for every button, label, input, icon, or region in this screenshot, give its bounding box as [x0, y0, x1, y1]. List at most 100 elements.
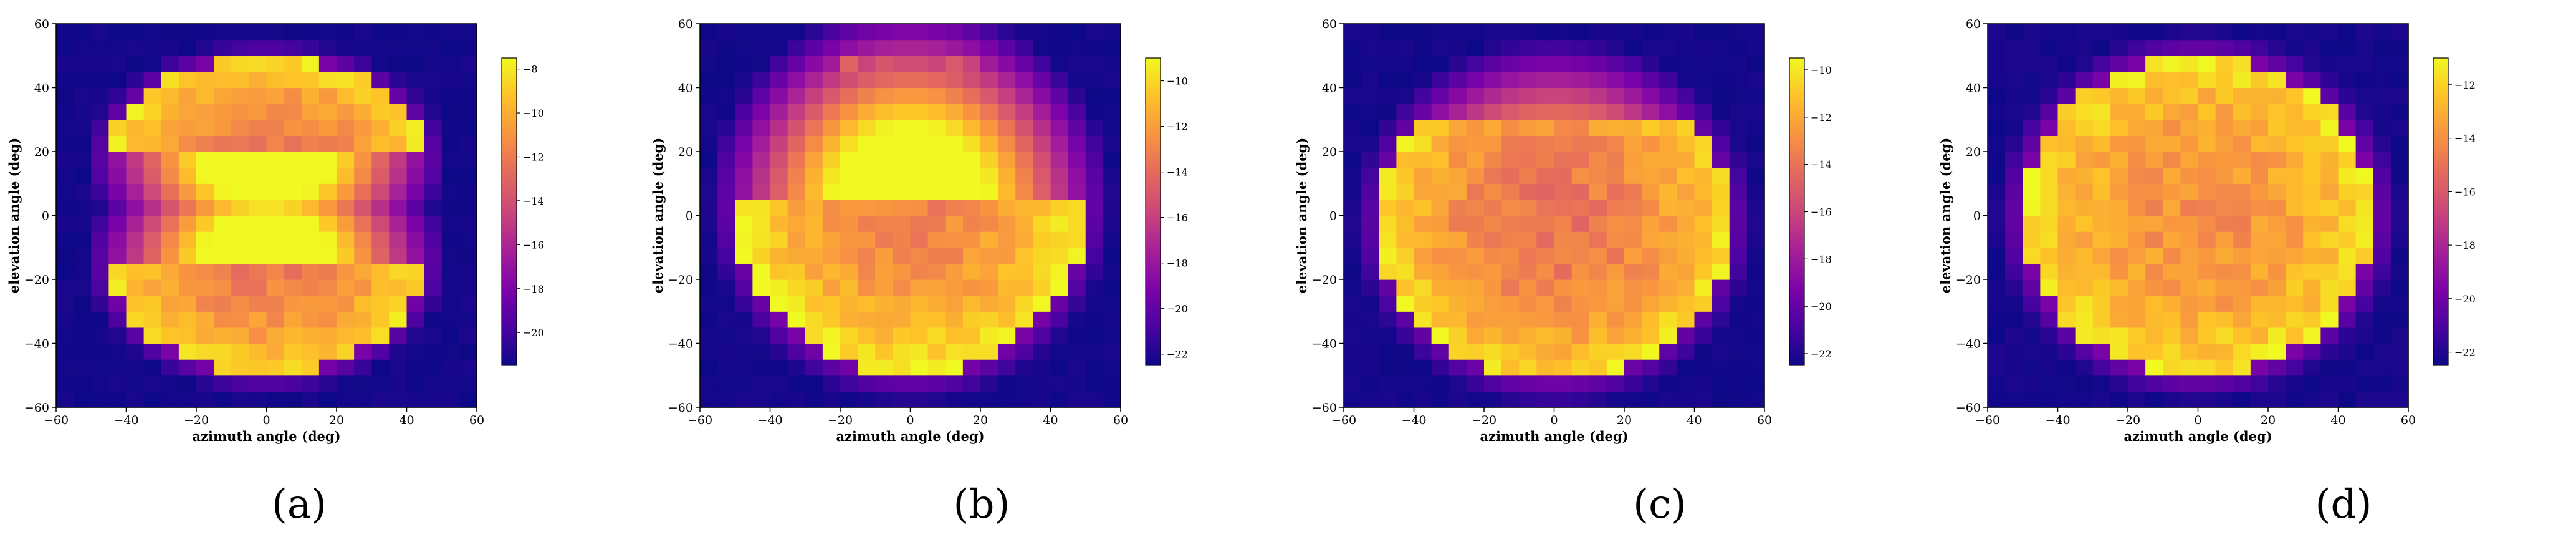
heatmap-cell — [893, 279, 911, 296]
heatmap-cell — [2373, 311, 2392, 328]
heatmap-cell — [214, 199, 232, 216]
heatmap-cell — [1712, 167, 1730, 184]
heatmap-cell — [1396, 327, 1415, 344]
heatmap-cell — [126, 152, 145, 168]
heatmap-cell — [337, 295, 355, 312]
heatmap-cell — [143, 183, 162, 200]
heatmap-cell — [1606, 167, 1625, 184]
heatmap-cell — [214, 215, 232, 232]
heatmap-cell — [231, 71, 249, 89]
heatmap-cell — [1571, 343, 1590, 360]
heatmap-cell — [1466, 119, 1485, 136]
heatmap-cell — [787, 215, 806, 232]
heatmap-cell — [1050, 215, 1069, 232]
heatmap-cell — [1712, 87, 1730, 104]
heatmap-cell — [770, 87, 788, 104]
heatmap-cell — [822, 152, 841, 168]
heatmap-cell — [998, 279, 1016, 296]
heatmap-cell — [1414, 343, 1432, 360]
heatmap-cell — [875, 71, 893, 89]
heatmap-cell — [998, 24, 1016, 41]
heatmap-cell — [318, 119, 337, 136]
heatmap-cell — [354, 327, 372, 344]
heatmap-cell — [1988, 391, 2006, 408]
heatmap-cell — [1988, 135, 2006, 152]
y-tick-label: −40 — [24, 337, 49, 351]
heatmap-cell — [1501, 391, 1520, 408]
heatmap-cell — [266, 215, 285, 232]
heatmap-cell — [406, 311, 425, 328]
heatmap-cell — [1606, 135, 1625, 152]
heatmap-cell — [1484, 311, 1502, 328]
heatmap-cell — [1746, 279, 1765, 296]
heatmap-cell — [2233, 231, 2251, 248]
heatmap-cell — [301, 183, 320, 200]
heatmap-cell — [371, 104, 390, 120]
heatmap-cell — [1414, 311, 1432, 328]
heatmap-cell — [2005, 56, 2023, 72]
heatmap-cell — [2373, 391, 2392, 408]
heatmap-cell — [389, 152, 408, 168]
heatmap-cell — [1624, 343, 1642, 360]
heatmap-cell — [2145, 327, 2163, 344]
heatmap-cell — [2023, 167, 2041, 184]
heatmap-cell — [700, 24, 718, 41]
heatmap-cell — [389, 247, 408, 264]
heatmap-cell — [337, 359, 355, 376]
heatmap-cell — [1396, 295, 1415, 312]
heatmap-cell — [1677, 152, 1695, 168]
heatmap-cell — [231, 327, 249, 344]
heatmap-cell — [126, 167, 145, 184]
heatmap-cell — [1085, 152, 1104, 168]
heatmap-cell — [459, 87, 477, 104]
heatmap-cell — [2286, 119, 2304, 136]
heatmap-cell — [2373, 56, 2392, 72]
heatmap-cell — [1694, 311, 1713, 328]
heatmap-cell — [1694, 87, 1713, 104]
heatmap-cell — [1554, 247, 1573, 264]
heatmap-cell — [2338, 359, 2357, 376]
heatmap-cell — [1501, 24, 1520, 41]
heatmap-cell — [1015, 343, 1033, 360]
heatmap-cell — [2163, 295, 2181, 312]
heatmap-cell — [2075, 279, 2094, 296]
heatmap-cell — [161, 359, 180, 376]
heatmap-cell — [735, 327, 753, 344]
heatmap-cell — [371, 327, 390, 344]
heatmap-cell — [266, 87, 285, 104]
y-axis-label: elevation angle (deg) — [1294, 138, 1310, 294]
heatmap-cell — [875, 183, 893, 200]
heatmap-cell — [249, 199, 267, 216]
heatmap-cell — [2163, 279, 2181, 296]
heatmap-cell — [2233, 104, 2251, 120]
heatmap-cell — [1103, 199, 1121, 216]
heatmap-cell — [858, 104, 876, 120]
heatmap-cell — [1396, 231, 1415, 248]
heatmap-cell — [318, 215, 337, 232]
heatmap-cell — [1501, 135, 1520, 152]
heatmap-cell — [178, 247, 197, 264]
heatmap-cell — [2128, 135, 2146, 152]
heatmap-cell — [2320, 295, 2339, 312]
heatmap-cell — [2198, 167, 2216, 184]
heatmap-cell — [893, 135, 911, 152]
heatmap-cell — [1694, 119, 1713, 136]
heatmap-cell — [1344, 391, 1362, 408]
heatmap-cell — [2320, 104, 2339, 120]
heatmap-cell — [91, 24, 109, 41]
heatmap-cell — [1589, 263, 1607, 280]
heatmap-cell — [1379, 199, 1397, 216]
heatmap-cell — [787, 327, 806, 344]
heatmap-cell — [2057, 119, 2076, 136]
heatmap-cell — [2250, 215, 2269, 232]
heatmap-cell — [1712, 295, 1730, 312]
heatmap-cell — [700, 152, 718, 168]
heatmap-cell — [2180, 311, 2199, 328]
heatmap-cell — [875, 104, 893, 120]
heatmap-cell — [2355, 263, 2374, 280]
heatmap-cell — [354, 87, 372, 104]
heatmap-cell — [1085, 39, 1104, 56]
heatmap-cell — [2110, 104, 2128, 120]
heatmap-cell — [1694, 152, 1713, 168]
heatmap-cell — [91, 231, 109, 248]
